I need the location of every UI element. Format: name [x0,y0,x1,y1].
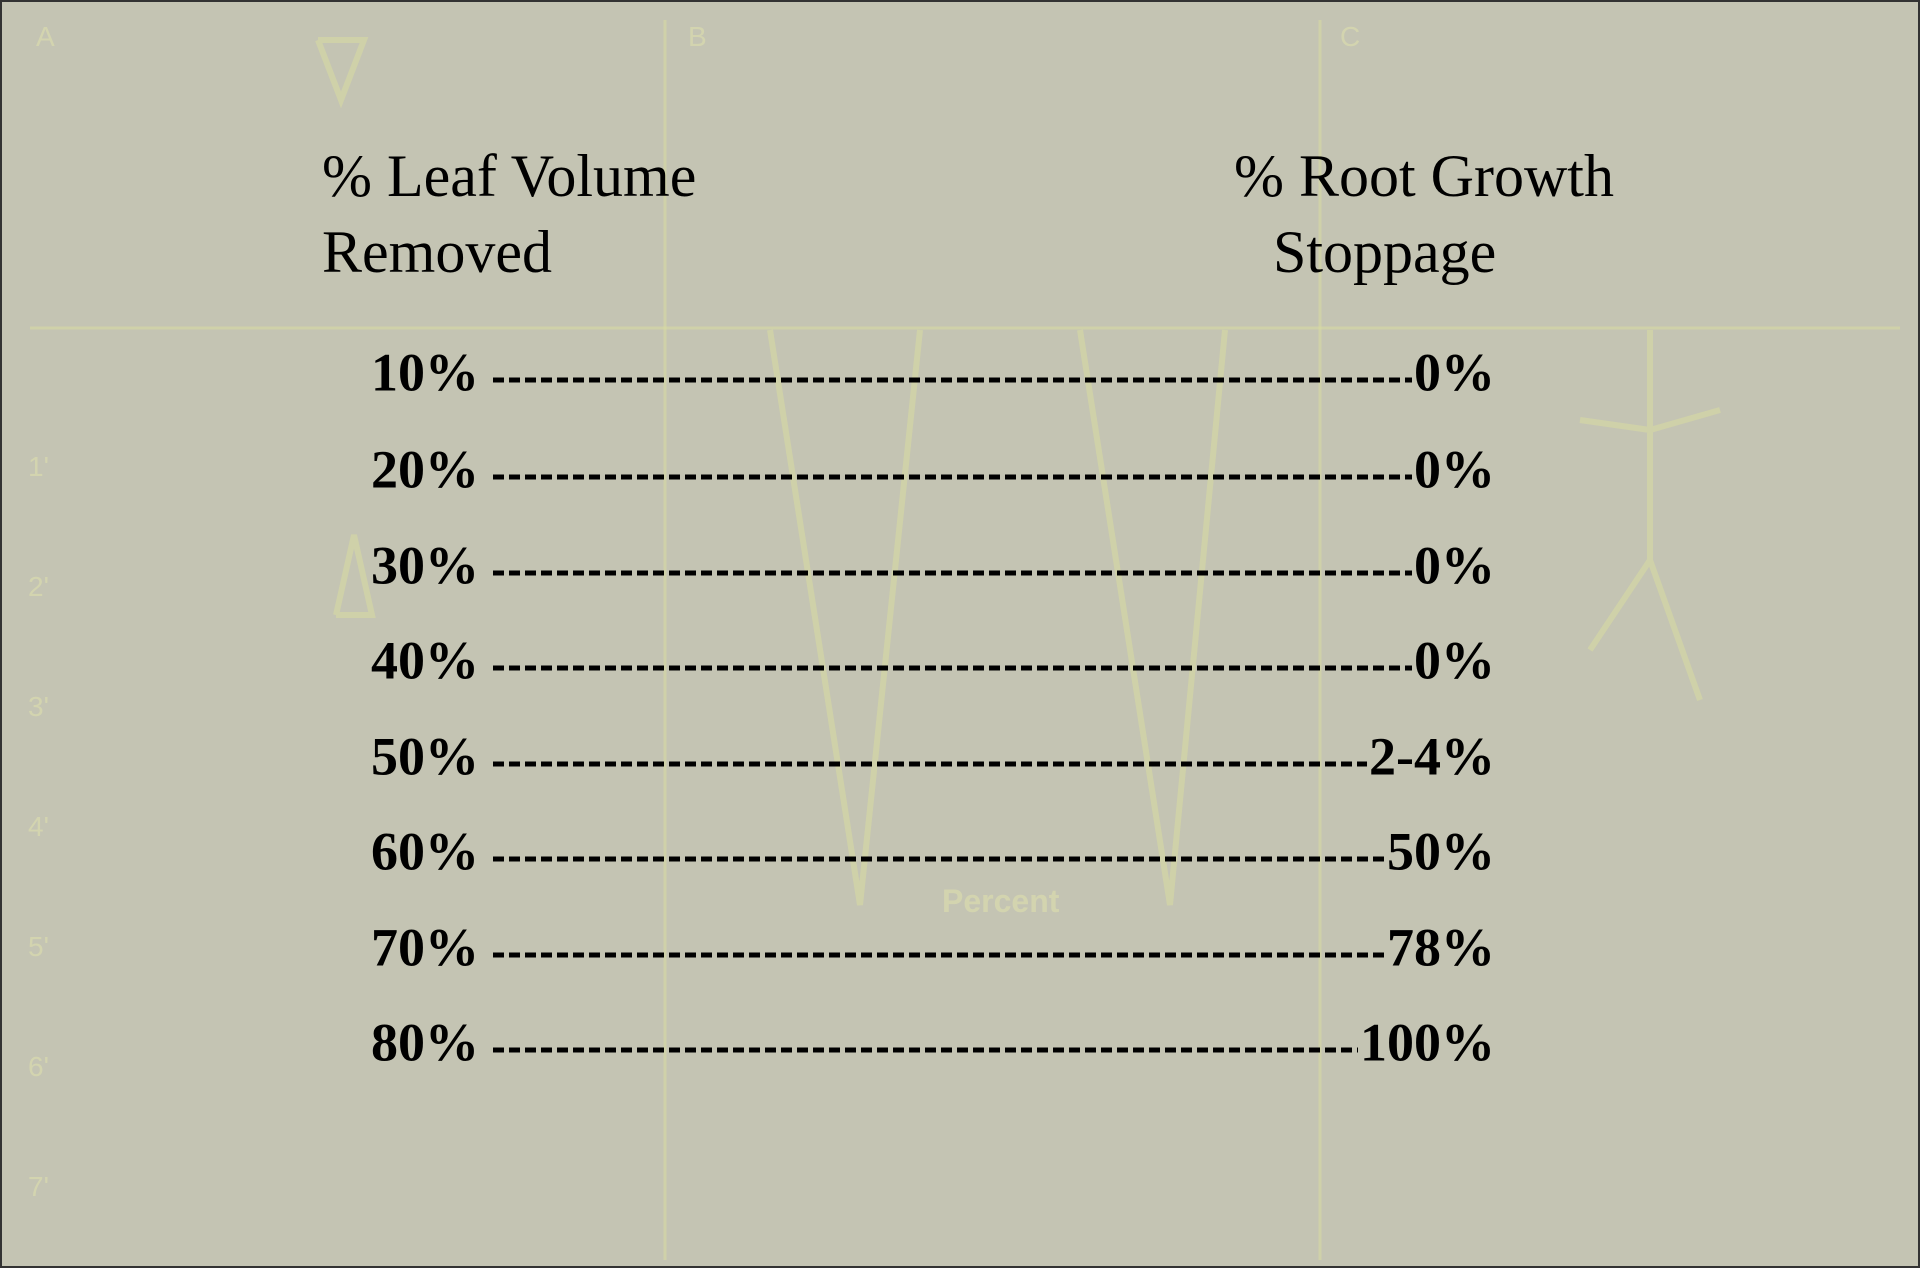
panel-label: A [36,21,55,52]
depth-label: 4' [28,811,49,842]
depth-label: 6' [28,1051,49,1082]
depth-label: 1' [28,451,49,482]
leaf-value: 30% [371,535,479,595]
leaf-value: 80% [371,1012,479,1072]
depth-label: 3' [28,691,49,722]
slide-frame [1,1,1919,1267]
root-value: 0% [1414,630,1495,690]
leaf-value: 70% [371,917,479,977]
leaf-value: 50% [371,726,479,786]
root-value: 50% [1387,821,1495,881]
leaf-value: 60% [371,821,479,881]
left-header-line: Removed [322,219,552,285]
root-value: 0% [1414,535,1495,595]
leaf-value: 10% [371,342,479,402]
left-header-line: % Leaf Volume [322,143,696,209]
depth-label: 7' [28,1171,49,1202]
root-value: 78% [1387,917,1495,977]
leaf-value: 20% [371,439,479,499]
root-value: 100% [1360,1012,1495,1072]
depth-label: 5' [28,931,49,962]
panel-label: C [1340,21,1360,52]
caption: Percent [942,883,1060,919]
leaf-value: 40% [371,630,479,690]
depth-label: 2' [28,571,49,602]
slide: A B C 1' 2' 3' 4' 5' 6' 7' Percent % Leaf Volume R… [0,0,1920,1268]
panel-label: B [688,21,707,52]
root-value: 0% [1414,342,1495,402]
root-value: 2-4% [1369,726,1495,786]
right-header-line: Stoppage [1273,219,1496,285]
root-value: 0% [1414,439,1495,499]
right-header-line: % Root Growth [1234,143,1614,209]
